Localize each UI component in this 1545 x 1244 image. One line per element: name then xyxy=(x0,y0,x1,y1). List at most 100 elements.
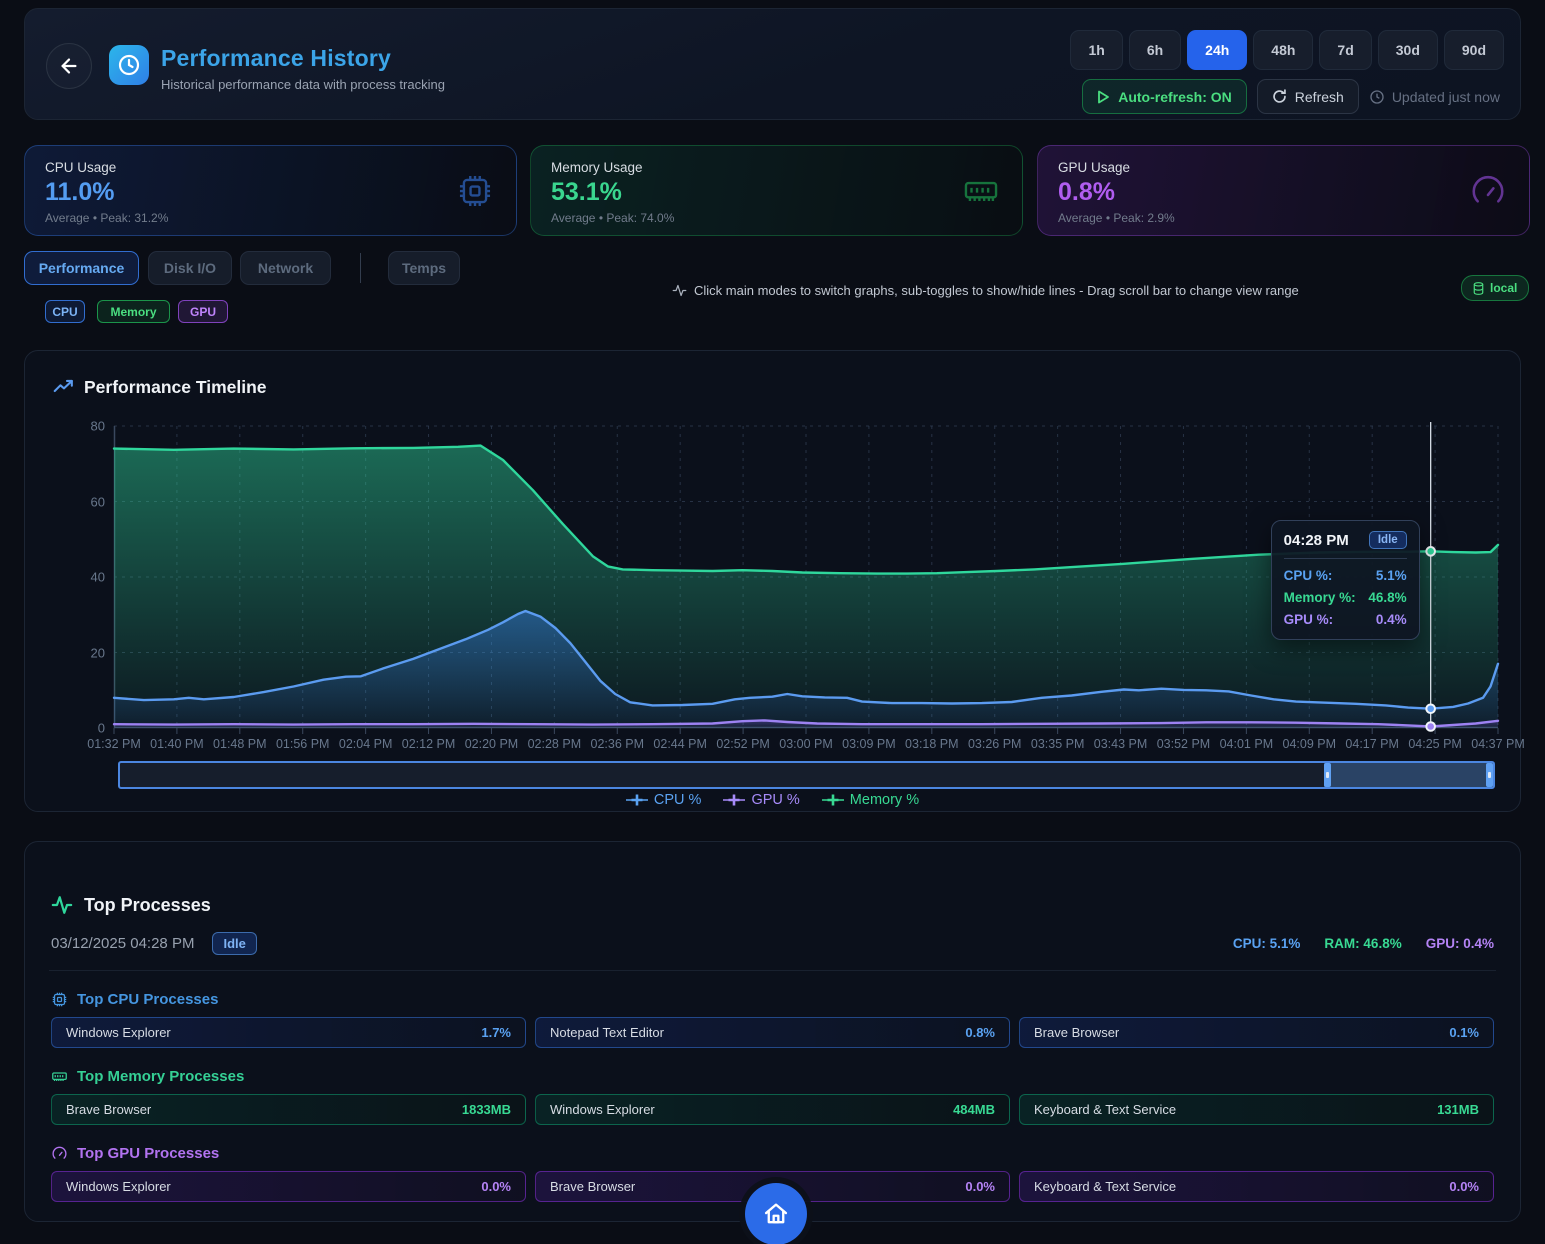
cpu-usage-card: CPU Usage 11.0% Average • Peak: 31.2% xyxy=(24,145,517,236)
tab-network[interactable]: Network xyxy=(240,251,331,285)
state-badge: Idle xyxy=(212,932,256,955)
x-tick-label: 04:17 PM xyxy=(1345,737,1399,751)
updated-label: Updated just now xyxy=(1392,89,1500,105)
x-tick-label: 02:36 PM xyxy=(591,737,645,751)
legend-memory-marker-icon xyxy=(822,793,844,807)
x-tick-label: 01:40 PM xyxy=(150,737,204,751)
back-button[interactable] xyxy=(46,43,92,89)
top-cpu-process-list: Windows Explorer1.7% Notepad Text Editor… xyxy=(51,1017,1494,1048)
clock-small-icon xyxy=(1369,89,1385,105)
legend-memory[interactable]: Memory % xyxy=(822,792,919,808)
auto-refresh-label: Auto-refresh: ON xyxy=(1118,89,1232,105)
top-processes-card: Top Processes 03/12/2025 04:28 PM Idle C… xyxy=(24,841,1521,1222)
page-subtitle: Historical performance data with process… xyxy=(161,77,445,92)
refresh-label: Refresh xyxy=(1295,89,1344,105)
x-tick-label: 03:09 PM xyxy=(842,737,896,751)
tooltip-idle-badge: Idle xyxy=(1369,531,1407,549)
auto-refresh-button[interactable]: Auto-refresh: ON xyxy=(1082,79,1247,114)
gpu-usage-card: GPU Usage 0.8% Average • Peak: 2.9% xyxy=(1037,145,1530,236)
timeline-title: Performance Timeline xyxy=(53,377,267,398)
cpu-usage-label: CPU Usage xyxy=(45,160,496,175)
gpu-usage-sub: Average • Peak: 2.9% xyxy=(1058,211,1509,225)
legend-cpu[interactable]: CPU % xyxy=(626,792,702,808)
range-7d[interactable]: 7d xyxy=(1319,30,1371,70)
top-gpu-section-header: Top GPU Processes xyxy=(51,1145,1494,1162)
tooltip-gpu-row: GPU %:0.4% xyxy=(1284,612,1407,627)
process-row: Brave Browser0.1% xyxy=(1019,1017,1494,1048)
page-title: Performance History xyxy=(161,45,445,72)
pulse-icon xyxy=(672,283,687,298)
x-tick-label: 03:43 PM xyxy=(1094,737,1148,751)
x-tick-label: 02:04 PM xyxy=(339,737,393,751)
x-tick-label: 04:09 PM xyxy=(1283,737,1337,751)
cpu-usage-value: 11.0% xyxy=(45,178,496,207)
toggle-gpu[interactable]: GPU xyxy=(178,300,228,323)
scrollbar-selection[interactable] xyxy=(1324,763,1493,787)
tab-disk-io[interactable]: Disk I/O xyxy=(148,251,232,285)
y-tick-label: 80 xyxy=(65,419,105,434)
range-1h[interactable]: 1h xyxy=(1070,30,1122,70)
trend-up-icon xyxy=(53,377,74,398)
process-row: Windows Explorer1.7% xyxy=(51,1017,526,1048)
summary-cpu: CPU: 5.1% xyxy=(1233,936,1301,951)
toggle-cpu[interactable]: CPU xyxy=(45,300,85,323)
data-source-badge[interactable]: local xyxy=(1461,275,1529,301)
range-24h[interactable]: 24h xyxy=(1187,30,1247,70)
tab-temps[interactable]: Temps xyxy=(388,251,460,285)
y-tick-label: 60 xyxy=(65,494,105,509)
top-processes-meta: 03/12/2025 04:28 PM Idle CPU: 5.1% RAM: … xyxy=(51,932,1494,955)
arrow-left-icon xyxy=(58,55,80,77)
y-tick-label: 0 xyxy=(65,721,105,736)
chart-plot-area[interactable]: 020406080 01:32 PM01:40 PM01:48 PM01:56 … xyxy=(114,426,1498,728)
range-30d[interactable]: 30d xyxy=(1378,30,1438,70)
memory-usage-sub: Average • Peak: 74.0% xyxy=(551,211,1002,225)
top-memory-process-list: Brave Browser1833MB Windows Explorer484M… xyxy=(51,1094,1494,1125)
hint-text: Click main modes to switch graphs, sub-t… xyxy=(694,283,1299,298)
activity-icon xyxy=(51,894,73,916)
gauge-icon xyxy=(1469,172,1507,210)
x-tick-label: 02:52 PM xyxy=(716,737,770,751)
process-row: Keyboard & Text Service131MB xyxy=(1019,1094,1494,1125)
legend-gpu[interactable]: GPU % xyxy=(723,792,799,808)
legend-gpu-marker-icon xyxy=(723,793,745,807)
x-tick-label: 03:18 PM xyxy=(905,737,959,751)
snapshot-timestamp: 03/12/2025 04:28 PM xyxy=(51,935,194,952)
database-icon xyxy=(1473,282,1484,295)
section-divider xyxy=(49,970,1496,971)
tooltip-divider xyxy=(1284,558,1407,559)
scrollbar-right-handle[interactable] xyxy=(1486,763,1493,787)
process-row: Notepad Text Editor0.8% xyxy=(535,1017,1010,1048)
top-cpu-section-header: Top CPU Processes xyxy=(51,991,1494,1008)
range-6h[interactable]: 6h xyxy=(1129,30,1181,70)
cpu-chip-small-icon xyxy=(51,991,68,1008)
y-tick-label: 40 xyxy=(65,570,105,585)
memory-usage-value: 53.1% xyxy=(551,178,1002,207)
scrollbar-left-handle[interactable] xyxy=(1324,763,1331,787)
tooltip-memory-row: Memory %:46.8% xyxy=(1284,590,1407,605)
refresh-button[interactable]: Refresh xyxy=(1257,79,1359,114)
play-icon xyxy=(1097,90,1110,104)
cpu-chip-icon xyxy=(456,172,494,210)
process-row: Windows Explorer0.0% xyxy=(51,1171,526,1202)
summary-ram: RAM: 46.8% xyxy=(1324,936,1401,951)
x-tick-label: 03:35 PM xyxy=(1031,737,1085,751)
time-range-group: 1h 6h 24h 48h 7d 30d 90d xyxy=(1070,30,1504,70)
y-tick-label: 20 xyxy=(65,645,105,660)
home-button[interactable] xyxy=(745,1183,807,1244)
ram-small-icon xyxy=(51,1068,68,1085)
top-memory-section-header: Top Memory Processes xyxy=(51,1068,1494,1085)
chart-scrollbar[interactable] xyxy=(118,761,1495,789)
x-tick-label: 01:32 PM xyxy=(87,737,141,751)
range-48h[interactable]: 48h xyxy=(1253,30,1313,70)
x-tick-label: 03:26 PM xyxy=(968,737,1022,751)
chart-tooltip: 04:28 PM Idle CPU %:5.1% Memory %:46.8% … xyxy=(1271,520,1420,640)
range-90d[interactable]: 90d xyxy=(1444,30,1504,70)
toggle-memory[interactable]: Memory xyxy=(97,300,170,323)
tab-performance[interactable]: Performance xyxy=(24,251,139,285)
x-tick-label: 01:56 PM xyxy=(276,737,330,751)
summary-gpu: GPU: 0.4% xyxy=(1426,936,1494,951)
process-row: Brave Browser1833MB xyxy=(51,1094,526,1125)
x-tick-label: 04:01 PM xyxy=(1220,737,1274,751)
header-card: Performance History Historical performan… xyxy=(24,8,1521,120)
performance-timeline-card: Performance Timeline 020406080 01:32 PM0… xyxy=(24,350,1521,812)
